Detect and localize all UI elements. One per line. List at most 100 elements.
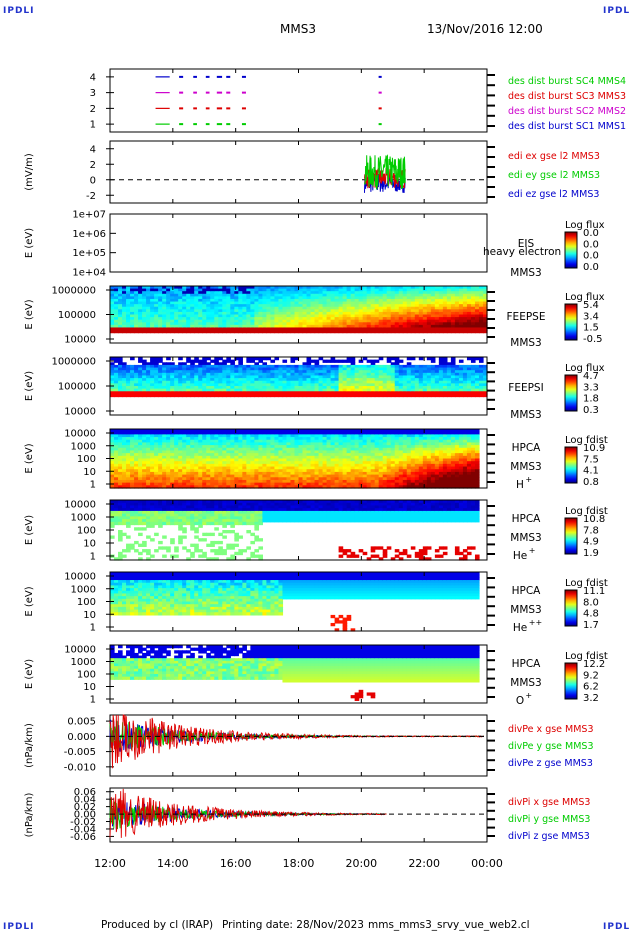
- colorbar-tick-3-1: 3.4: [583, 311, 599, 322]
- eis-ytick-2: 1e+05: [72, 248, 106, 259]
- spectrogram-4: [110, 357, 488, 398]
- burst-ytick-0: 1: [90, 120, 96, 131]
- colorbar-title-3: Log flux: [565, 292, 605, 303]
- hpca-ylabel-3: E (eV): [24, 659, 35, 689]
- hpca-ytick-1-3: 10: [83, 539, 96, 550]
- hpca-ytick-0-2: 100: [77, 454, 96, 465]
- burst-ytick-3: 4: [90, 72, 96, 83]
- spectrogram-6: [110, 500, 480, 561]
- hpca-ytick-2-3: 10: [83, 610, 96, 621]
- spectrogram-7: [110, 572, 480, 632]
- spectrogram-3: [110, 286, 488, 334]
- hpca-ytick-1-0: 10000: [64, 500, 96, 511]
- div-ylabel-9: (nPa/km): [24, 723, 35, 768]
- hpca-ylabel-2: E (eV): [24, 586, 35, 616]
- legend-edi-0: edi ex gse l2 MMS3: [508, 151, 600, 162]
- colorbar-tick-6-2: 4.9: [583, 537, 599, 548]
- spectrogram-5: [110, 429, 480, 489]
- colorbar-tick-6-3: 1.9: [583, 548, 599, 559]
- eis-overlay-text: heavy electron to: [483, 246, 575, 258]
- colorbar-tick-8-1: 9.2: [583, 670, 599, 681]
- species-label-8: O: [516, 695, 524, 707]
- colorbar-tick-7-3: 1.7: [583, 620, 599, 631]
- colorbar-tick-2-0: 0.0: [583, 228, 599, 239]
- div-ylabel-10: (nPa/km): [24, 793, 35, 838]
- species-charge-7: ++: [529, 618, 542, 627]
- hpca-ytick-0-4: 1: [90, 480, 96, 491]
- feepse-ytick-1: 100000: [58, 310, 96, 321]
- legend-burst-3: des dist burst SC4 MMS4: [508, 76, 626, 87]
- legend-div-9-2: divPe z gse MMS3: [508, 758, 593, 769]
- legend-burst-1: des dist burst SC2 MMS2: [508, 106, 626, 117]
- instrument-sub-7: MMS3: [510, 604, 541, 616]
- instrument-label-8: HPCA: [512, 658, 542, 670]
- instrument-sub-8: MMS3: [510, 677, 541, 689]
- legend-div-10-1: divPi y gse MMS3: [508, 814, 590, 825]
- feepsi-ytick-1: 100000: [58, 382, 96, 393]
- burst-ytick-2: 3: [90, 88, 96, 99]
- colorbar-tick-5-2: 4.1: [583, 466, 599, 477]
- feepsi-ytick-2: 10000: [64, 407, 96, 418]
- spectrogram-8: [110, 645, 480, 701]
- colorbar-tick-7-2: 4.8: [583, 609, 599, 620]
- edi-ytick-0: -2: [86, 191, 96, 202]
- legend-div-10-2: divPi z gse MMS3: [508, 831, 590, 842]
- colorbar-tick-4-2: 1.8: [583, 394, 599, 405]
- footer-produced: Produced by cl (IRAP): [101, 919, 214, 931]
- eis-ytick-3: 1e+04: [72, 268, 106, 279]
- div-ytick-10-1: 0.04: [74, 795, 96, 806]
- colorbar-title-2: Log flux: [565, 220, 605, 231]
- colorbar-tick-6-0: 10.8: [583, 514, 605, 525]
- colorbar-6: [564, 517, 578, 555]
- div-ytick-10-0: 0.06: [74, 787, 96, 798]
- panel-frame-1: [109, 140, 488, 204]
- legend-burst-0: des dist burst SC1 MMS1: [508, 121, 626, 132]
- colorbar-2: [564, 231, 578, 269]
- hpca-ytick-3-3: 10: [83, 682, 96, 693]
- x-tick-label-1: 14:00: [157, 857, 189, 870]
- colorbar-title-6: Log fdist: [565, 506, 608, 517]
- colorbar-tick-4-1: 3.3: [583, 382, 599, 393]
- hpca-ytick-0-3: 10: [83, 467, 96, 478]
- x-tick-label-3: 18:00: [283, 857, 315, 870]
- x-tick-label-2: 16:00: [220, 857, 252, 870]
- instrument-label-7: HPCA: [512, 585, 542, 597]
- legend-burst-2: des dist burst SC3 MMS3: [508, 91, 626, 102]
- colorbar-4: [564, 374, 578, 412]
- hpca-ytick-1-1: 1000: [71, 513, 96, 524]
- hpca-ytick-3-4: 1: [90, 695, 96, 706]
- instrument-sub-3: MMS3: [510, 337, 541, 349]
- corner-label-bottom-left: IPDLI: [3, 922, 35, 932]
- edi-ytick-2: 2: [90, 160, 96, 171]
- instrument-sub-6: MMS3: [510, 532, 541, 544]
- species-charge-8: +: [525, 691, 532, 700]
- colorbar-title-5: Log fdist: [565, 435, 608, 446]
- feepsi-ytick-0: 1000000: [51, 357, 96, 368]
- corner-label-bottom-right: IPDLI: [603, 922, 630, 932]
- colorbar-title-7: Log fdist: [565, 578, 608, 589]
- div-ytick-9-0: 0.005: [67, 717, 96, 728]
- colorbar-tick-2-1: 0.0: [583, 239, 599, 250]
- colorbar-tick-5-3: 0.8: [583, 477, 599, 488]
- colorbar-5: [564, 446, 578, 484]
- instrument-sub-2: MMS3: [510, 267, 541, 279]
- colorbar-3: [564, 303, 578, 341]
- colorbar-tick-3-0: 5.4: [583, 300, 599, 311]
- colorbar-tick-7-0: 11.1: [583, 586, 605, 597]
- div-ytick-9-3: -0.010: [64, 762, 96, 773]
- colorbar-tick-5-0: 10.9: [583, 443, 605, 454]
- edi-ylabel: (mV/m): [24, 153, 35, 191]
- burst-ytick-1: 2: [90, 104, 96, 115]
- panel-frame-2: [109, 213, 488, 273]
- instrument-label-4: FEEPSI: [508, 382, 543, 394]
- div-ytick-10-3: 0.00: [74, 810, 96, 821]
- feepse-ylabel: E (eV): [24, 299, 35, 329]
- div-series-9-0: [109, 714, 484, 769]
- hpca-ytick-3-2: 100: [77, 670, 96, 681]
- edi-ytick-3: 4: [90, 144, 96, 155]
- legend-div-10-0: divPi x gse MMS3: [508, 797, 590, 808]
- colorbar-8: [564, 662, 578, 700]
- instrument-label-6: HPCA: [512, 513, 542, 525]
- hpca-ytick-2-0: 10000: [64, 572, 96, 583]
- colorbar-7: [564, 589, 578, 627]
